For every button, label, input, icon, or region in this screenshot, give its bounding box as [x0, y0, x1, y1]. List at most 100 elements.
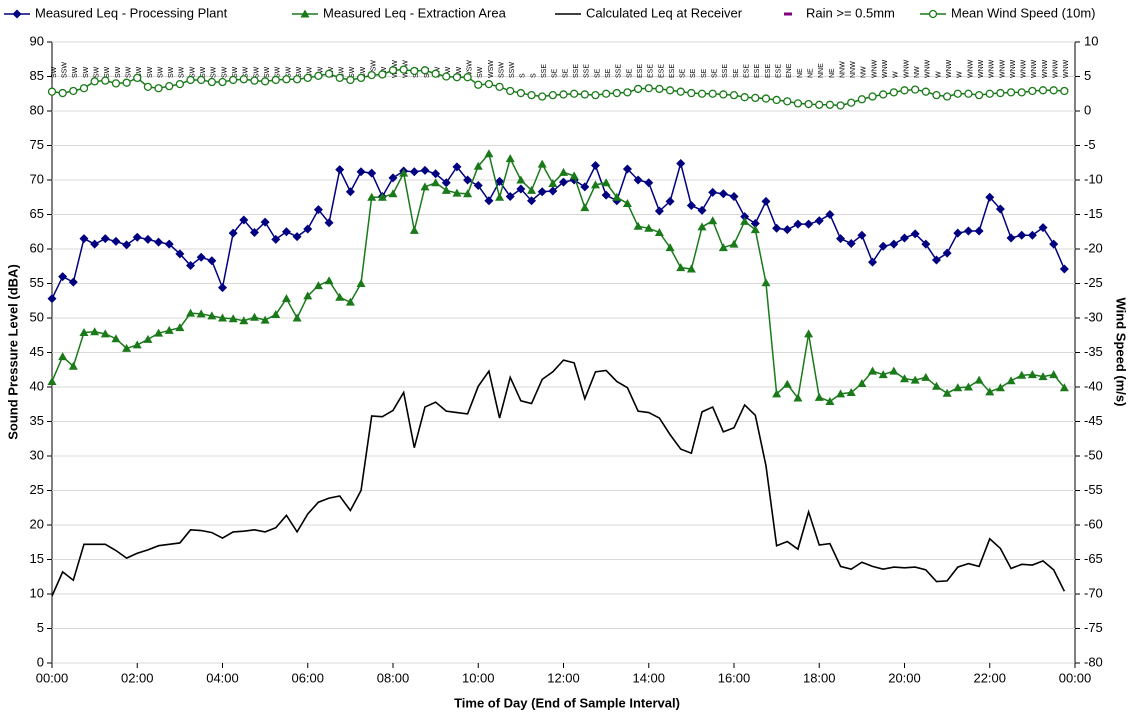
wind-direction-label: SSE [573, 64, 580, 78]
data-point [686, 201, 696, 211]
data-point [622, 198, 632, 207]
x-tick-label: 02:00 [121, 670, 154, 685]
wind-direction-label: SW [157, 66, 164, 78]
wind-direction-label: WSW [371, 60, 378, 78]
data-point [601, 190, 611, 200]
wind-direction-label: ESE [765, 64, 772, 78]
data-point [804, 99, 813, 109]
y-tick-label: 65 [30, 206, 44, 221]
wind-direction-label: SSE [584, 64, 591, 78]
data-point [580, 203, 590, 212]
data-point [1006, 376, 1016, 385]
x-axis-title: Time of Day (End of Sample Interval) [454, 695, 680, 710]
data-point [751, 93, 760, 103]
wind-direction-label: SW [51, 66, 58, 78]
data-point [697, 89, 707, 98]
data-point [292, 232, 302, 242]
wind-direction-label: SE [626, 68, 633, 78]
data-point [921, 239, 931, 249]
data-point [388, 66, 398, 75]
data-point [1006, 88, 1016, 97]
wind-direction-label: WNW [1053, 59, 1060, 78]
data-point [538, 92, 547, 101]
data-point [814, 392, 824, 401]
data-point [559, 90, 568, 99]
data-point [708, 89, 717, 98]
wind-direction-label: SSE [722, 64, 729, 78]
wind-direction-label: SE [690, 68, 697, 78]
wind-direction-label: SE [552, 68, 559, 78]
wind-direction-label: ESE [775, 64, 782, 78]
data-point [580, 182, 590, 192]
data-point [676, 87, 685, 96]
data-point [431, 69, 440, 78]
data-point [953, 89, 962, 98]
wind-direction-label: SW [115, 66, 122, 78]
data-point [591, 90, 600, 100]
data-point [793, 99, 803, 108]
data-point [878, 370, 888, 379]
data-point [1017, 88, 1026, 97]
data-point [164, 325, 174, 334]
data-point [100, 329, 110, 338]
wind-direction-label: SW [125, 66, 132, 78]
wind-direction-label: SW [360, 66, 367, 78]
data-point [953, 383, 963, 392]
y2-tick-label: -5 [1084, 137, 1096, 152]
data-point [761, 94, 771, 103]
data-point [910, 375, 920, 384]
data-point [506, 86, 515, 96]
data-point [548, 186, 558, 196]
data-point [1059, 264, 1069, 274]
data-point [750, 225, 760, 234]
data-point [495, 192, 505, 201]
data-point [708, 216, 718, 225]
wind-direction-label: ESE [744, 64, 751, 78]
data-point [420, 66, 430, 75]
data-point [409, 167, 419, 177]
wind-direction-label: WSW [466, 60, 473, 78]
data-point [1027, 230, 1037, 240]
data-point [932, 90, 941, 100]
data-point [218, 77, 227, 87]
y-tick-label: 20 [30, 516, 44, 531]
data-point [686, 264, 696, 273]
wind-direction-label: ESE [658, 64, 665, 78]
wind-direction-label: SW [275, 66, 282, 78]
x-tick-label: 08:00 [377, 670, 410, 685]
data-point [718, 189, 728, 199]
data-point [782, 225, 792, 235]
data-point [431, 169, 441, 179]
wind-direction-label: SW [477, 66, 484, 78]
data-point [79, 84, 89, 93]
x-tick-label: 18:00 [803, 670, 836, 685]
wind-direction-label: NNW [850, 61, 857, 78]
data-point [356, 167, 366, 177]
data-point [761, 196, 771, 206]
wind-direction-label: SW [83, 66, 90, 78]
data-point [1049, 86, 1058, 95]
data-point [324, 218, 334, 228]
wind-direction-label: SSW [498, 62, 505, 78]
data-point [239, 316, 249, 325]
data-point [410, 66, 419, 76]
data-point [239, 215, 249, 225]
data-point [68, 277, 78, 287]
data-point [196, 252, 206, 262]
data-point [388, 189, 398, 198]
data-point [772, 223, 782, 233]
x-tick-label: 00:00 [36, 670, 69, 685]
legend-marker [928, 9, 938, 19]
y-tick-label: 85 [30, 68, 44, 83]
wind-direction-label: NE [807, 68, 814, 78]
wind-direction-label: WNW [946, 59, 953, 78]
data-point [196, 309, 206, 318]
data-point [313, 205, 323, 215]
data-point [676, 158, 686, 168]
data-point [228, 228, 238, 238]
data-point [537, 159, 547, 168]
wind-direction-label: WNW [882, 59, 889, 78]
data-point [122, 78, 131, 87]
data-point [623, 88, 632, 97]
data-point [729, 90, 739, 100]
